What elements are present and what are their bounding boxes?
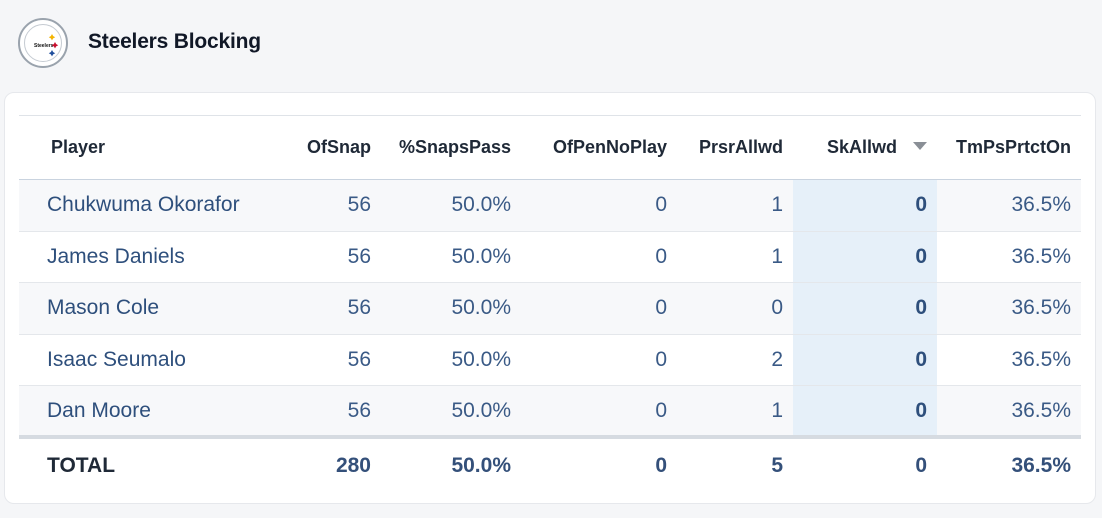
cell-prsrallwd: 2 — [677, 334, 793, 386]
column-header-ofpennoplay[interactable]: OfPenNoPlay — [521, 115, 677, 180]
player-link[interactable]: James Daniels — [19, 231, 291, 283]
total-tmpsprtcton: 36.5% — [937, 435, 1081, 493]
cell-prsrallwd: 0 — [677, 282, 793, 335]
cell-ofsnap: 56 — [291, 334, 381, 386]
total-label: TOTAL — [19, 435, 291, 493]
player-link[interactable]: Chukwuma Okorafor — [19, 179, 291, 232]
cell-ofsnap: 56 — [291, 231, 381, 283]
total-prsrallwd: 5 — [677, 435, 793, 493]
total-skallwd: 0 — [793, 435, 937, 493]
player-link[interactable]: Isaac Seumalo — [19, 334, 291, 386]
player-link[interactable]: Dan Moore — [19, 385, 291, 437]
cell-prsrallwd: 1 — [677, 179, 793, 232]
steelers-logo-icon: Steelers — [18, 18, 68, 68]
blocking-table: Player OfSnap %SnapsPass OfPenNoPlay Prs… — [19, 115, 1081, 493]
cell-prsrallwd: 1 — [677, 385, 793, 437]
column-header-prsrallwd[interactable]: PrsrAllwd — [677, 115, 793, 180]
cell-ofpennoplay: 0 — [521, 385, 677, 437]
cell-ofpennoplay: 0 — [521, 179, 677, 232]
cell-tmpsprtcton: 36.5% — [937, 334, 1081, 386]
cell-tmpsprtcton: 36.5% — [937, 179, 1081, 232]
table-row: Chukwuma Okorafor 56 50.0% 0 1 0 36.5% — [19, 179, 1081, 232]
player-link[interactable]: Mason Cole — [19, 282, 291, 335]
total-ofsnap: 280 — [291, 435, 381, 493]
column-header-player[interactable]: Player — [19, 115, 291, 180]
cell-skallwd: 0 — [793, 282, 937, 335]
cell-skallwd: 0 — [793, 231, 937, 283]
cell-tmpsprtcton: 36.5% — [937, 231, 1081, 283]
cell-ofsnap: 56 — [291, 385, 381, 437]
svg-text:Steelers: Steelers — [34, 43, 54, 49]
cell-prsrallwd: 1 — [677, 231, 793, 283]
page-title: Steelers Blocking — [88, 30, 261, 53]
cell-ofpennoplay: 0 — [521, 334, 677, 386]
cell-ofpennoplay: 0 — [521, 282, 677, 335]
column-header-ofsnap[interactable]: OfSnap — [291, 115, 381, 180]
cell-snaps-pass: 50.0% — [381, 282, 521, 335]
column-header-skallwd[interactable]: SkAllwd — [793, 115, 937, 180]
total-snaps-pass: 50.0% — [381, 435, 521, 493]
sort-desc-icon[interactable] — [913, 142, 927, 151]
column-header-tmpsprtcton[interactable]: TmPsPrtctOn — [937, 115, 1081, 180]
cell-skallwd: 0 — [793, 179, 937, 232]
column-header-snaps-pass[interactable]: %SnapsPass — [381, 115, 521, 180]
cell-skallwd: 0 — [793, 334, 937, 386]
cell-ofsnap: 56 — [291, 282, 381, 335]
total-ofpennoplay: 0 — [521, 435, 677, 493]
column-header-skallwd-label: SkAllwd — [826, 137, 897, 157]
table-row: Dan Moore 56 50.0% 0 1 0 36.5% — [19, 385, 1081, 437]
cell-ofpennoplay: 0 — [521, 231, 677, 283]
table-header-row: Player OfSnap %SnapsPass OfPenNoPlay Prs… — [19, 115, 1081, 180]
cell-skallwd: 0 — [793, 385, 937, 437]
table-row: James Daniels 56 50.0% 0 1 0 36.5% — [19, 231, 1081, 283]
blocking-card: Player OfSnap %SnapsPass OfPenNoPlay Prs… — [4, 92, 1096, 504]
page-header: Steelers Steelers Blocking — [0, 0, 1102, 88]
cell-snaps-pass: 50.0% — [381, 231, 521, 283]
cell-tmpsprtcton: 36.5% — [937, 385, 1081, 437]
total-row: TOTAL 280 50.0% 0 5 0 36.5% — [19, 435, 1081, 493]
cell-ofsnap: 56 — [291, 179, 381, 232]
table-row: Isaac Seumalo 56 50.0% 0 2 0 36.5% — [19, 334, 1081, 386]
cell-snaps-pass: 50.0% — [381, 385, 521, 437]
cell-tmpsprtcton: 36.5% — [937, 282, 1081, 335]
cell-snaps-pass: 50.0% — [381, 334, 521, 386]
cell-snaps-pass: 50.0% — [381, 179, 521, 232]
table-row: Mason Cole 56 50.0% 0 0 0 36.5% — [19, 282, 1081, 335]
